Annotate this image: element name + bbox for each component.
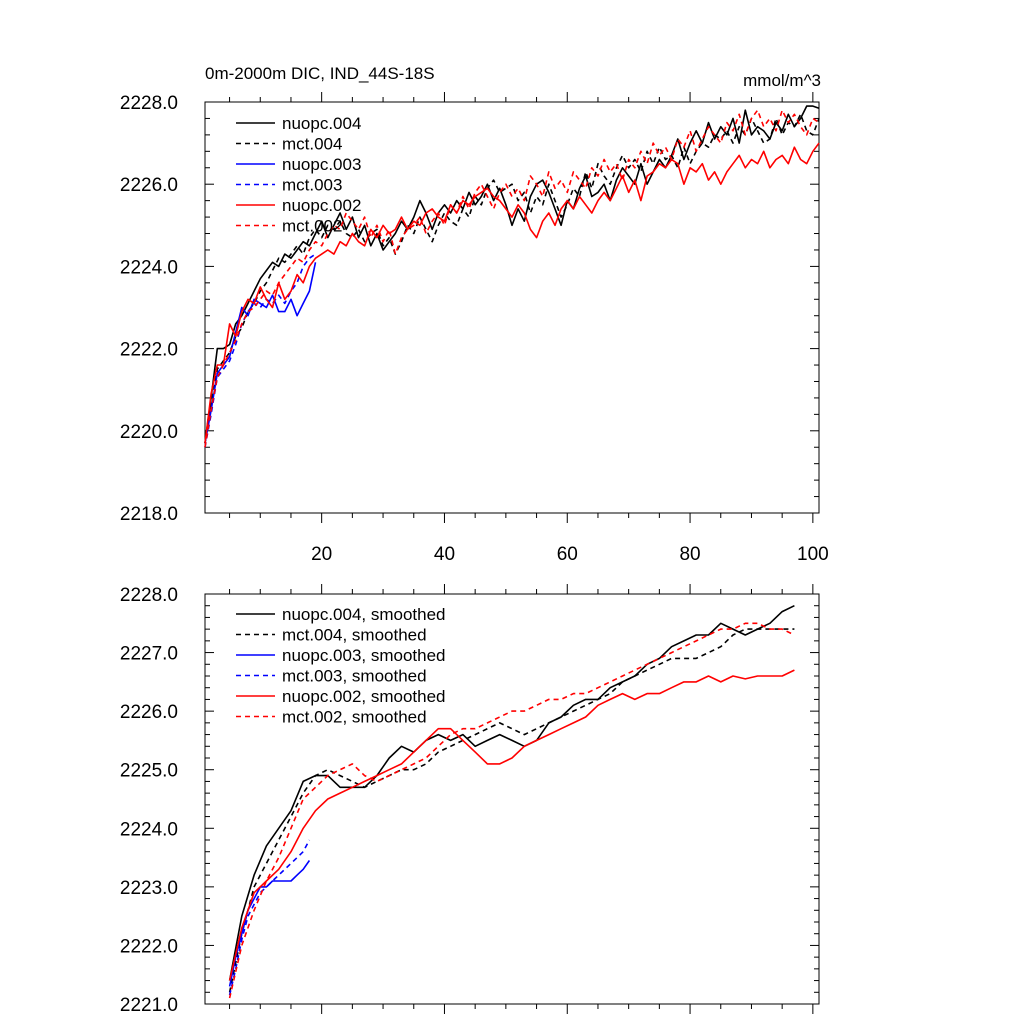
top-panel: 2218.0 2220.0 2222.0 2224.0 2226.0 2228.0 20 40… (120, 64, 829, 565)
legend-label-mct-004: mct.004 (282, 135, 342, 154)
series-line-nuopc-004-smoothed (228, 604, 795, 981)
y-tick-label: 2218.0 (120, 504, 178, 525)
y-tick-label: 2222.0 (120, 340, 178, 361)
y-tick-label: 2228.0 (120, 585, 178, 606)
x-tick-label: 20 (311, 544, 332, 565)
x-tick-label: 100 (797, 544, 829, 565)
y-tick-label: 2227.0 (120, 644, 178, 665)
y-tick-label: 2224.0 (120, 257, 178, 278)
legend-label-mct-002-smoothed: mct.002, smoothed (282, 708, 427, 727)
series-line-nuopc-003 (204, 262, 317, 444)
x-tick-label: 60 (557, 544, 578, 565)
legend-label-mct-002: mct.002 (282, 217, 342, 236)
legend-label-nuopc-003-smoothed: nuopc.003, smoothed (282, 646, 446, 665)
legend-label-mct-003: mct.003 (282, 176, 342, 195)
series-lines (228, 604, 795, 999)
series-line-mct-004-smoothed (228, 628, 795, 993)
y-tick-label: 2221.0 (120, 995, 178, 1016)
plot-frame (204, 101, 820, 514)
series-line-mct-003 (204, 253, 316, 448)
series-line-nuopc-003-smoothed (228, 860, 311, 987)
series-line-nuopc-002 (204, 142, 820, 444)
bottom-panel: 2221.0 2222.0 2223.0 2224.0 2225.0 2226.0 2227… (120, 584, 820, 1016)
y-tick-label: 2224.0 (120, 819, 178, 840)
y-tick-label: 2226.0 (120, 702, 178, 723)
chart-title: 0m-2000m DIC, IND_44S-18S (205, 64, 435, 83)
y-tick-label: 2222.0 (120, 936, 178, 957)
y-tick-label: 2220.0 (120, 422, 178, 443)
legend-label-mct-003-smoothed: mct.003, smoothed (282, 667, 427, 686)
x-tick-label: 40 (434, 544, 455, 565)
legend-label-nuopc-004: nuopc.004 (282, 114, 361, 133)
y-tick-label: 2228.0 (120, 93, 178, 114)
series-line-mct-003-smoothed (228, 839, 311, 996)
x-tick-label: 80 (679, 544, 700, 565)
y-tick-label: 2225.0 (120, 761, 178, 782)
legend-label-mct-004-smoothed: mct.004, smoothed (282, 626, 427, 645)
legend-label-nuopc-004-smoothed: nuopc.004, smoothed (282, 605, 446, 624)
y-tick-label: 2226.0 (120, 175, 178, 196)
legend-label-nuopc-003: nuopc.003 (282, 155, 361, 174)
units-label: mmol/m^3 (743, 71, 821, 90)
legend-label-nuopc-002: nuopc.002 (282, 196, 361, 215)
y-tick-label: 2223.0 (120, 878, 178, 899)
series-line-nuopc-002-smoothed (228, 669, 795, 981)
series-line-nuopc-004 (204, 105, 820, 444)
plot-frame (204, 593, 820, 1005)
legend-label-nuopc-002-smoothed: nuopc.002, smoothed (282, 687, 446, 706)
series-line-mct-004 (204, 113, 820, 444)
series-line-mct-002-smoothed (228, 622, 795, 999)
series-lines (204, 105, 820, 448)
